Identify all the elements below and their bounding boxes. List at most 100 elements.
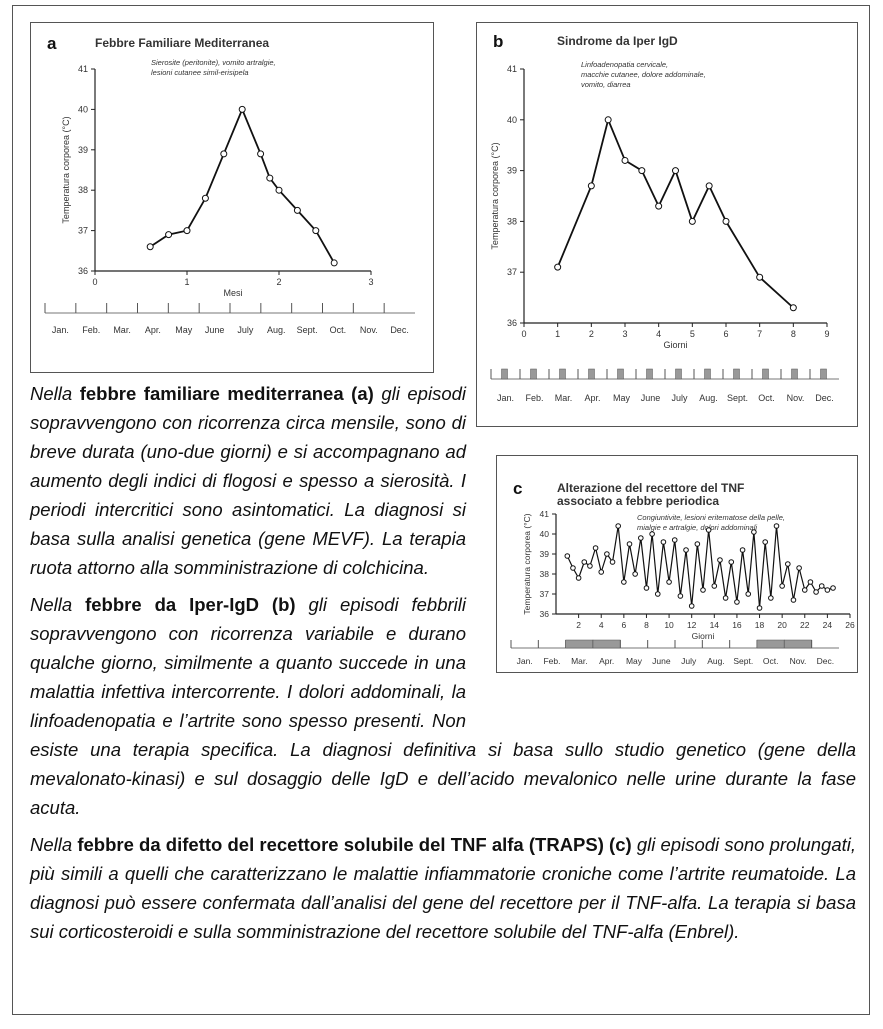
data-point (587, 182, 595, 190)
data-point (621, 156, 629, 164)
y-axis-label: Temperatura corporea (°C) (61, 116, 71, 223)
month-label: Aug. (699, 393, 718, 403)
data-point (626, 541, 633, 547)
data-line (556, 116, 794, 309)
data-point (201, 194, 209, 202)
data-point (632, 571, 638, 577)
body: gli episodi febbrili sopravvengono con r… (30, 594, 856, 818)
data-point (330, 259, 338, 267)
x-tick-label: 12 (687, 620, 697, 630)
month-label: Sept. (727, 393, 748, 403)
data-point (722, 217, 730, 225)
data-point (694, 541, 701, 547)
lead: Nella (30, 834, 73, 855)
paragraph: Nella febbre da difetto del recettore so… (30, 830, 856, 946)
x-tick-label: 2 (576, 620, 581, 630)
y-tick-label: 39 (78, 145, 88, 155)
data-point (257, 150, 265, 158)
month-label: Jan. (497, 393, 514, 403)
month-label: July (237, 325, 254, 335)
month-label: Apr. (145, 325, 161, 335)
data-point (575, 575, 582, 581)
x-tick-label: 7 (757, 329, 762, 339)
chart: a Febbre Familiare Mediterranea Sierosite … (44, 34, 415, 335)
month-label: Sept. (733, 656, 753, 666)
chart: b Sindrome da Iper IgD Linfoadenopatia cer… (490, 32, 839, 403)
x-tick-label: 2 (276, 277, 281, 287)
data-point (705, 182, 713, 190)
data-point (638, 167, 646, 175)
x-tick-label: 8 (791, 329, 796, 339)
y-tick-label: 38 (507, 216, 517, 226)
data-point (604, 551, 610, 557)
month-label: Oct. (758, 393, 775, 403)
y-tick-label: 40 (507, 115, 517, 125)
x-axis-label: Mesi (223, 288, 242, 298)
data-point (581, 559, 588, 565)
month-label: Sept. (297, 325, 318, 335)
x-tick-label: 1 (184, 277, 189, 287)
frame (12, 5, 870, 1015)
chart: c Alterazione del recettore del TNFassoci… (510, 479, 855, 666)
data-point (183, 227, 191, 235)
data-point (672, 167, 679, 175)
data-point (728, 559, 735, 565)
annotation: Linfoadenopatia cervicale, (581, 60, 668, 69)
data-point (293, 206, 301, 214)
y-tick-label: 40 (540, 529, 550, 539)
data-point (785, 561, 791, 567)
month-label: Oct. (330, 325, 347, 335)
data-point (807, 579, 814, 585)
y-tick-label: 37 (78, 226, 88, 236)
lead: Nella (30, 594, 73, 615)
x-axis-label: Giorni (663, 340, 687, 350)
month-label: June (652, 656, 671, 666)
x-tick-label: 20 (777, 620, 787, 630)
data-point (756, 605, 763, 611)
month-label: May (626, 656, 643, 666)
data-point (688, 603, 695, 609)
x-tick-label: 14 (710, 620, 720, 630)
month-label: Mar. (555, 393, 573, 403)
data-point (587, 563, 593, 569)
annotation: vomito, diarrea (581, 80, 631, 89)
data-point (592, 545, 599, 551)
episode-block (784, 639, 812, 649)
y-axis-label: Temperatura corporea (°C) (522, 513, 532, 614)
data-point (564, 553, 571, 559)
y-tick-label: 38 (78, 185, 88, 195)
data-point (688, 217, 696, 225)
month-label: Nov. (790, 656, 807, 666)
data-line (566, 525, 834, 609)
month-label: May (175, 325, 193, 335)
x-tick-label: 24 (823, 620, 833, 630)
x-tick-label: 22 (800, 620, 810, 630)
data-point (818, 583, 825, 589)
data-point (554, 263, 562, 271)
data-point (790, 597, 797, 603)
month-label: Aug. (707, 656, 725, 666)
term: febbre familiare mediterranea (a) (79, 383, 374, 404)
data-point (660, 539, 667, 545)
body: gli episodi sopravvengono con ricorrenza… (30, 383, 467, 578)
chart-title: Sindrome da Iper IgD (557, 34, 678, 48)
annotation: Congiuntivite, lesioni eritematose della… (637, 513, 785, 522)
y-axis-label: Temperatura corporea (°C) (490, 142, 500, 249)
episode-block (733, 368, 740, 380)
x-tick-label: 8 (644, 620, 649, 630)
data-point (683, 547, 689, 553)
data-point (649, 531, 655, 537)
data-point (238, 105, 246, 113)
month-label: Nov. (360, 325, 378, 335)
data-point (813, 589, 819, 595)
month-label: Oct. (763, 656, 779, 666)
y-tick-label: 37 (540, 589, 550, 599)
y-tick-label: 41 (507, 64, 517, 74)
panel-label: c (513, 479, 522, 498)
month-label: Aug. (267, 325, 286, 335)
data-point (824, 587, 831, 593)
data-point (796, 565, 802, 571)
chart-title: Febbre Familiare Mediterranea (95, 36, 269, 50)
data-point (609, 559, 616, 565)
